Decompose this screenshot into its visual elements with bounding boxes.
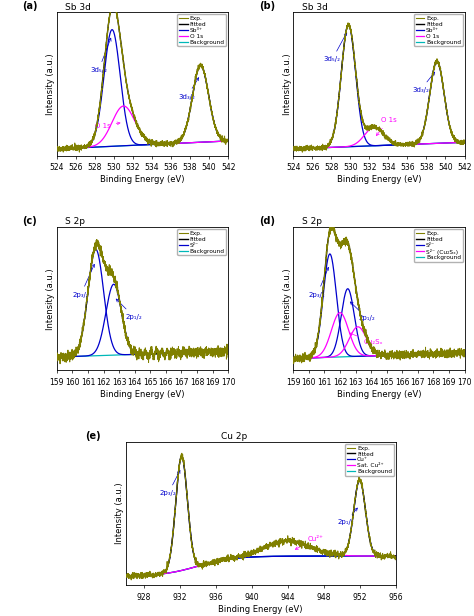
Text: 3d₅/₂: 3d₅/₂ [324,33,347,62]
Text: 2p₁/₂: 2p₁/₂ [116,299,142,320]
Y-axis label: Intensity (a.u.): Intensity (a.u.) [46,53,55,115]
Text: 3d₃/₂: 3d₃/₂ [412,72,435,93]
X-axis label: Binding Energy (eV): Binding Energy (eV) [337,175,421,184]
Y-axis label: Intensity (a.u.): Intensity (a.u.) [283,53,292,115]
Text: 2p₃/₂: 2p₃/₂ [309,267,328,298]
Legend: Exp., Fitted, Sb³⁺, O 1s, Background: Exp., Fitted, Sb³⁺, O 1s, Background [414,14,463,46]
Text: 2p₃/₂: 2p₃/₂ [73,264,94,298]
Text: Cu₂Sₓ: Cu₂Sₓ [349,333,383,345]
Y-axis label: Intensity (a.u.): Intensity (a.u.) [116,483,125,545]
Legend: Exp., Fitted, Sb³⁺, O 1s, Background: Exp., Fitted, Sb³⁺, O 1s, Background [177,14,227,46]
Text: 3d₃/₂: 3d₃/₂ [179,78,199,100]
Text: 3d₅/₂: 3d₅/₂ [90,38,111,73]
Y-axis label: Intensity (a.u.): Intensity (a.u.) [283,268,292,330]
Text: 2p₁/₂: 2p₁/₂ [350,302,375,321]
Legend: Exp., Fitted, S²⁻, S²⁻ (Cu₂Sₓ), Background: Exp., Fitted, S²⁻, S²⁻ (Cu₂Sₓ), Backgrou… [414,229,463,262]
Text: S 2p: S 2p [65,217,85,226]
Text: (a): (a) [23,1,38,12]
Text: 2p₃/₂: 2p₃/₂ [160,471,180,496]
Text: Sb 3d: Sb 3d [302,2,328,12]
Text: O 1s: O 1s [95,122,120,129]
X-axis label: Binding Energy (eV): Binding Energy (eV) [337,390,421,399]
Text: (b): (b) [259,1,275,12]
Legend: Exp., Fitted, S²⁻, Background: Exp., Fitted, S²⁻, Background [177,229,227,256]
Text: Sb 3d: Sb 3d [65,2,91,12]
Text: Cu²⁺: Cu²⁺ [295,536,323,549]
Text: (e): (e) [85,431,101,441]
Title: Cu 2p: Cu 2p [220,432,247,441]
X-axis label: Binding Energy (eV): Binding Energy (eV) [100,390,185,399]
Y-axis label: Intensity (a.u.): Intensity (a.u.) [46,268,55,330]
X-axis label: Binding Energy (eV): Binding Energy (eV) [219,605,303,614]
Text: (d): (d) [259,216,275,226]
X-axis label: Binding Energy (eV): Binding Energy (eV) [100,175,185,184]
Text: (c): (c) [23,216,37,226]
Legend: Exp., Fitted, Cu⁺, Sat. Cu²⁺, Background: Exp., Fitted, Cu⁺, Sat. Cu²⁺, Background [345,444,394,476]
Text: S 2p: S 2p [302,217,322,226]
Text: 2p₁/₂: 2p₁/₂ [337,508,357,525]
Text: O 1s: O 1s [376,118,397,136]
